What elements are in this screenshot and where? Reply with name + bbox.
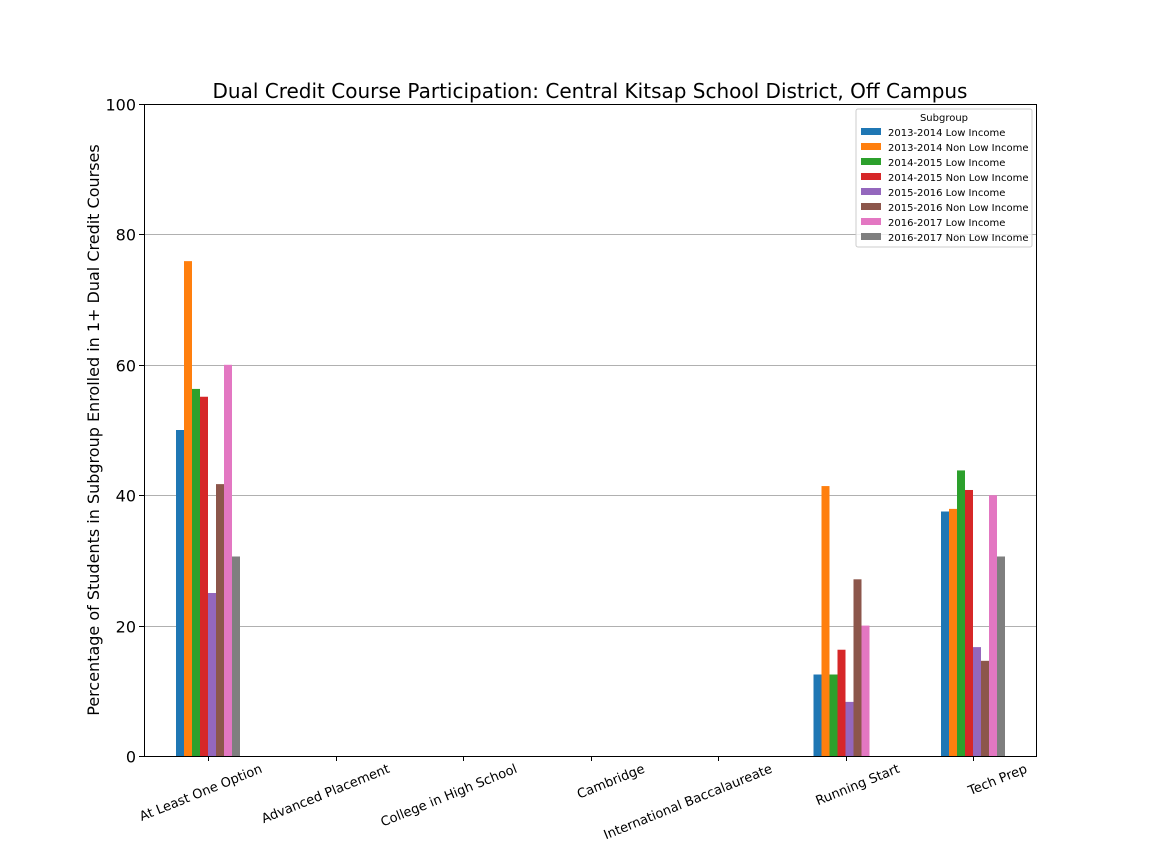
bar — [861, 625, 870, 756]
y-tick-label: 60 — [116, 357, 136, 376]
bar — [813, 674, 822, 756]
x-tick-label: Advanced Placement — [259, 762, 392, 827]
x-tick-label: Cambridge — [575, 762, 647, 803]
x-tick-label: Tech Prep — [965, 762, 1029, 800]
legend-label: 2016-2017 Low Income — [888, 218, 1005, 229]
y-tick-label: 0 — [126, 748, 136, 767]
legend-label: 2016-2017 Non Low Income — [888, 233, 1028, 244]
y-tick-label: 100 — [105, 96, 136, 115]
legend-swatch — [861, 158, 881, 165]
bar — [837, 649, 846, 756]
bar — [981, 660, 989, 756]
bar — [965, 489, 973, 756]
legend-label: 2015-2016 Low Income — [888, 188, 1005, 199]
legend-label: 2014-2015 Non Low Income — [888, 173, 1028, 184]
x-tick-label: At Least One Option — [138, 762, 265, 825]
bar — [200, 396, 208, 756]
bar — [853, 579, 862, 756]
bar — [821, 486, 830, 756]
bar — [957, 470, 965, 756]
y-tick-label: 80 — [116, 226, 136, 245]
bar — [989, 495, 997, 756]
bar — [184, 261, 192, 756]
bar — [997, 556, 1005, 756]
y-axis: 0 20 40 60 80 100 — [105, 96, 144, 767]
bar — [973, 647, 981, 756]
legend-swatch — [861, 203, 881, 210]
bar — [829, 674, 838, 756]
bar — [232, 556, 240, 756]
legend-swatch — [861, 188, 881, 195]
plot-area — [144, 104, 1037, 757]
chart-title: Dual Credit Course Participation: Centra… — [213, 79, 968, 103]
legend-label: 2015-2016 Non Low Income — [888, 203, 1028, 214]
legend: Subgroup 2013-2014 Low Income 2013-2014 N… — [855, 108, 1033, 248]
bar — [192, 388, 200, 756]
legend-box — [855, 108, 1033, 248]
legend-swatch — [861, 218, 881, 225]
legend-title: Subgroup — [920, 113, 968, 124]
bar — [949, 508, 957, 756]
legend-label: 2013-2014 Low Income — [888, 128, 1005, 139]
bars — [176, 261, 1005, 756]
y-axis-label: Percentage of Students in Subgroup Enrol… — [84, 144, 103, 715]
bar — [941, 511, 949, 756]
legend-label: 2013-2014 Non Low Income — [888, 143, 1028, 154]
x-tick-label: Running Start — [814, 762, 902, 809]
legend-swatch — [861, 128, 881, 135]
bar — [224, 364, 232, 756]
bar — [208, 593, 216, 756]
legend-swatch — [861, 173, 881, 180]
legend-swatch — [861, 143, 881, 150]
legend-label: 2014-2015 Low Income — [888, 158, 1005, 169]
bar — [845, 701, 854, 756]
legend-swatch — [861, 233, 881, 240]
bar — [176, 430, 184, 756]
y-tick-label: 40 — [116, 487, 136, 506]
y-tick-label: 20 — [116, 618, 136, 637]
x-tick-label: College in High School — [379, 762, 520, 831]
bar — [216, 484, 224, 756]
